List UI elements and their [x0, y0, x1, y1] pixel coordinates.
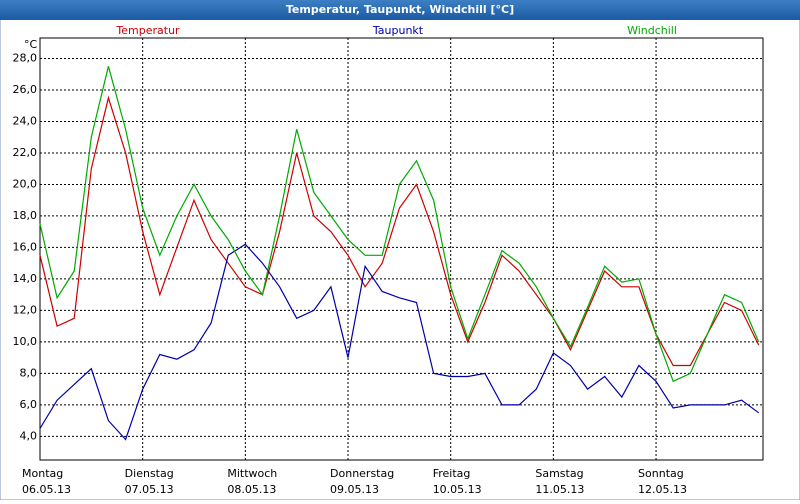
- plot-area: [39, 37, 764, 461]
- y-tick-label: 18,0: [13, 209, 38, 222]
- x-tick-date: 11.05.13: [535, 483, 584, 496]
- y-tick-label: 14,0: [13, 272, 38, 285]
- x-tick-date: 07.05.13: [125, 483, 174, 496]
- x-tick-date: 06.05.13: [22, 483, 71, 496]
- legend-label: Taupunkt: [372, 24, 424, 37]
- y-tick-label: 6,0: [20, 398, 38, 411]
- x-tick-date: 08.05.13: [227, 483, 276, 496]
- y-tick-label: 28,0: [13, 51, 38, 64]
- legend-label: Temperatur: [115, 24, 180, 37]
- x-tick-label: Sonntag: [638, 467, 684, 480]
- y-tick-label: 26,0: [13, 83, 38, 96]
- x-tick-label: Freitag: [433, 467, 471, 480]
- x-tick-label: Donnerstag: [330, 467, 394, 480]
- series-line: [39, 243, 760, 441]
- x-tick-date: 12.05.13: [638, 483, 687, 496]
- x-tick-label: Montag: [22, 467, 63, 480]
- y-tick-label: 16,0: [13, 240, 38, 253]
- y-tick-label: 20,0: [13, 177, 38, 190]
- y-tick-label: 8,0: [20, 366, 38, 379]
- y-tick-label: 22,0: [13, 146, 38, 159]
- series-line: [39, 66, 760, 383]
- title-bar: [0, 0, 800, 20]
- y-tick-label: 10,0: [13, 335, 38, 348]
- y-tick-label: 4,0: [20, 429, 38, 442]
- x-tick-date: 09.05.13: [330, 483, 379, 496]
- x-tick-date: 10.05.13: [433, 483, 482, 496]
- window-title: Temperatur, Taupunkt, Windchill [°C]: [286, 3, 514, 16]
- x-tick-label: Samstag: [535, 467, 583, 480]
- x-tick-label: Dienstag: [125, 467, 174, 480]
- y-tick-label: 12,0: [13, 303, 38, 316]
- legend-label: Windchill: [627, 24, 677, 37]
- y-tick-label: 24,0: [13, 114, 38, 127]
- x-tick-label: Mittwoch: [227, 467, 277, 480]
- series-line: [39, 95, 760, 367]
- y-unit: °C: [24, 38, 38, 51]
